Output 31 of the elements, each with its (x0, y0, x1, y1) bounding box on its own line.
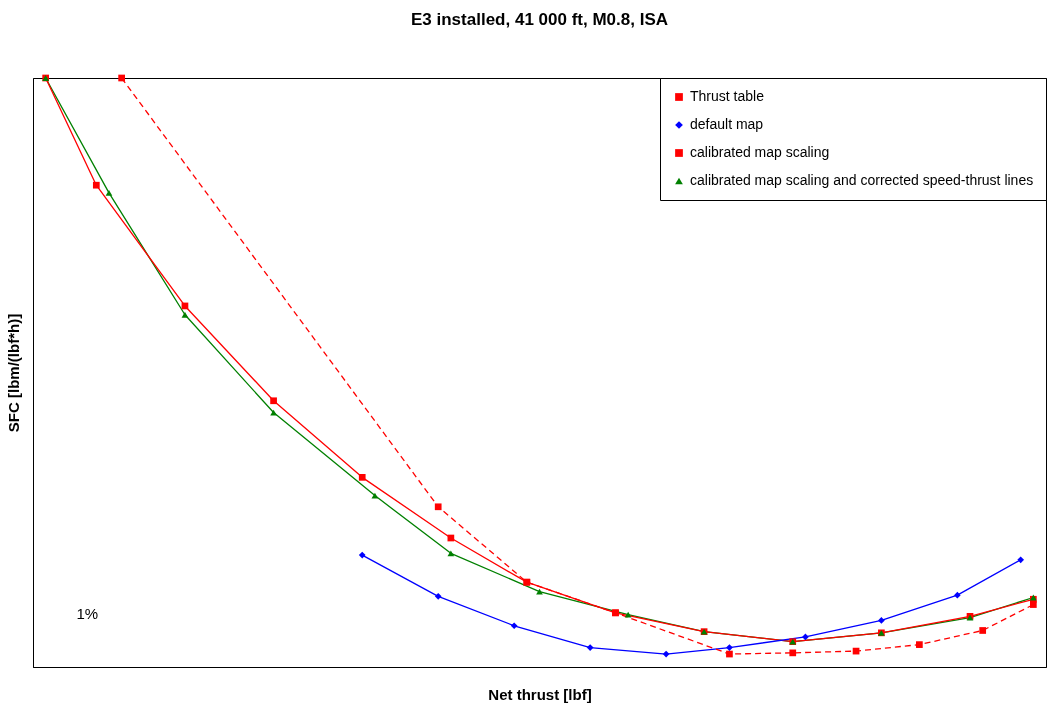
point (536, 588, 543, 595)
point (916, 641, 923, 648)
point (726, 650, 733, 658)
legend-label: Thrust table (690, 88, 765, 104)
x-axis-title: Net thrust [lbf] (488, 685, 592, 703)
point (434, 592, 442, 600)
point (358, 551, 366, 559)
point (118, 74, 125, 82)
legend-label: default map (690, 116, 764, 132)
point (434, 503, 442, 511)
point (1017, 556, 1025, 564)
point (270, 397, 277, 405)
chart-title: E3 installed, 41 000 ft, M0.8, ISA (411, 9, 668, 29)
point (105, 189, 113, 196)
legend-label: calibrated map scaling and corrected speed-thrust lines (690, 172, 1034, 188)
point (181, 311, 189, 318)
point (371, 492, 379, 499)
point (586, 644, 594, 651)
annotation: 1% (76, 604, 99, 622)
point (789, 649, 797, 657)
point (878, 617, 885, 624)
point (92, 181, 100, 189)
point (358, 473, 366, 481)
point (726, 644, 733, 651)
point (447, 550, 455, 557)
point (954, 591, 961, 599)
point (510, 622, 518, 630)
point (979, 627, 987, 634)
point (662, 650, 670, 658)
y-axis-title: SFC [lbm/(lbf*h)] (4, 313, 22, 433)
legend-label: calibrated map scaling (690, 144, 830, 160)
